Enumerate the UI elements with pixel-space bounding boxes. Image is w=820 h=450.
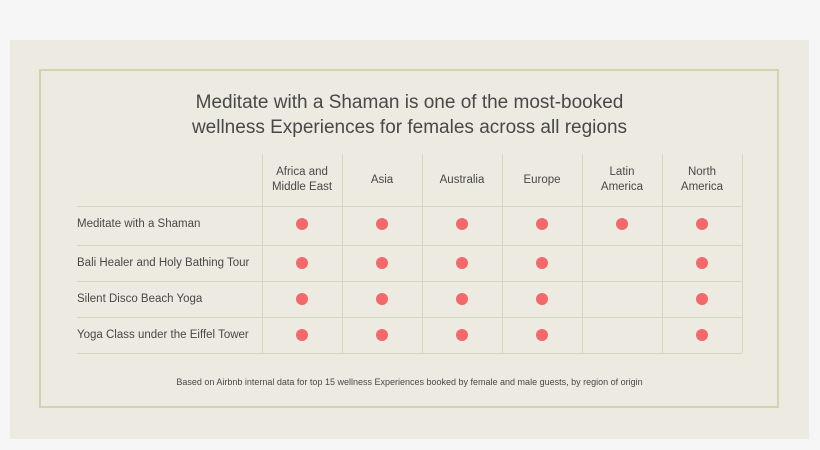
column-header: Africa and Middle East	[262, 154, 342, 206]
row-divider	[77, 245, 742, 246]
column-header: Asia	[342, 154, 422, 206]
chart-title: Meditate with a Shaman is one of the mos…	[191, 92, 628, 138]
booked-dot	[536, 293, 548, 305]
booked-dot	[456, 218, 468, 230]
chart-panel: Meditate with a Shaman is one of the mos…	[10, 40, 809, 439]
chart-frame	[39, 69, 779, 408]
column-header-label: North America	[680, 166, 724, 193]
row-label: Silent Disco Beach Yoga	[77, 293, 203, 305]
booked-dot	[616, 218, 628, 230]
column-divider	[342, 154, 343, 353]
booked-dot	[456, 329, 468, 341]
booking-table: Africa and Middle East Asia Australia Europ…	[10, 40, 809, 439]
booked-dot	[536, 257, 548, 269]
row-label: Yoga Class under the Eiffel Tower	[77, 329, 249, 341]
column-divider	[742, 154, 743, 353]
column-divider	[502, 154, 503, 353]
column-header: Latin America	[582, 154, 662, 206]
column-header: Europe	[502, 154, 582, 206]
booked-dot	[296, 329, 308, 341]
column-header-label: Latin America	[600, 166, 644, 193]
column-header-label: Asia	[370, 173, 394, 186]
row-label: Bali Healer and Holy Bathing Tour	[77, 257, 250, 269]
column-divider	[662, 154, 663, 353]
booked-dot	[696, 293, 708, 305]
row-divider	[77, 281, 742, 282]
column-header: North America	[662, 154, 742, 206]
booked-dot	[376, 329, 388, 341]
row-divider	[77, 353, 742, 354]
column-divider	[262, 154, 263, 353]
booked-dot	[296, 293, 308, 305]
booked-dot	[376, 293, 388, 305]
row-label: Meditate with a Shaman	[77, 218, 201, 230]
column-divider	[422, 154, 423, 353]
column-divider	[582, 154, 583, 353]
column-header-label: Africa and Middle East	[271, 166, 333, 193]
chart-footnote: Based on Airbnb internal data for top 15…	[176, 377, 643, 387]
row-divider	[77, 317, 742, 318]
booked-dot	[456, 293, 468, 305]
booked-dot	[696, 329, 708, 341]
booked-dot	[456, 257, 468, 269]
column-header-label: Australia	[439, 173, 485, 186]
booked-dot	[296, 257, 308, 269]
booked-dot	[536, 329, 548, 341]
booked-dot	[376, 257, 388, 269]
column-header: Australia	[422, 154, 502, 206]
booked-dot	[296, 218, 308, 230]
column-header-label: Europe	[523, 173, 561, 186]
booked-dot	[696, 257, 708, 269]
booked-dot	[536, 218, 548, 230]
row-divider	[77, 206, 742, 207]
booked-dot	[376, 218, 388, 230]
booked-dot	[696, 218, 708, 230]
